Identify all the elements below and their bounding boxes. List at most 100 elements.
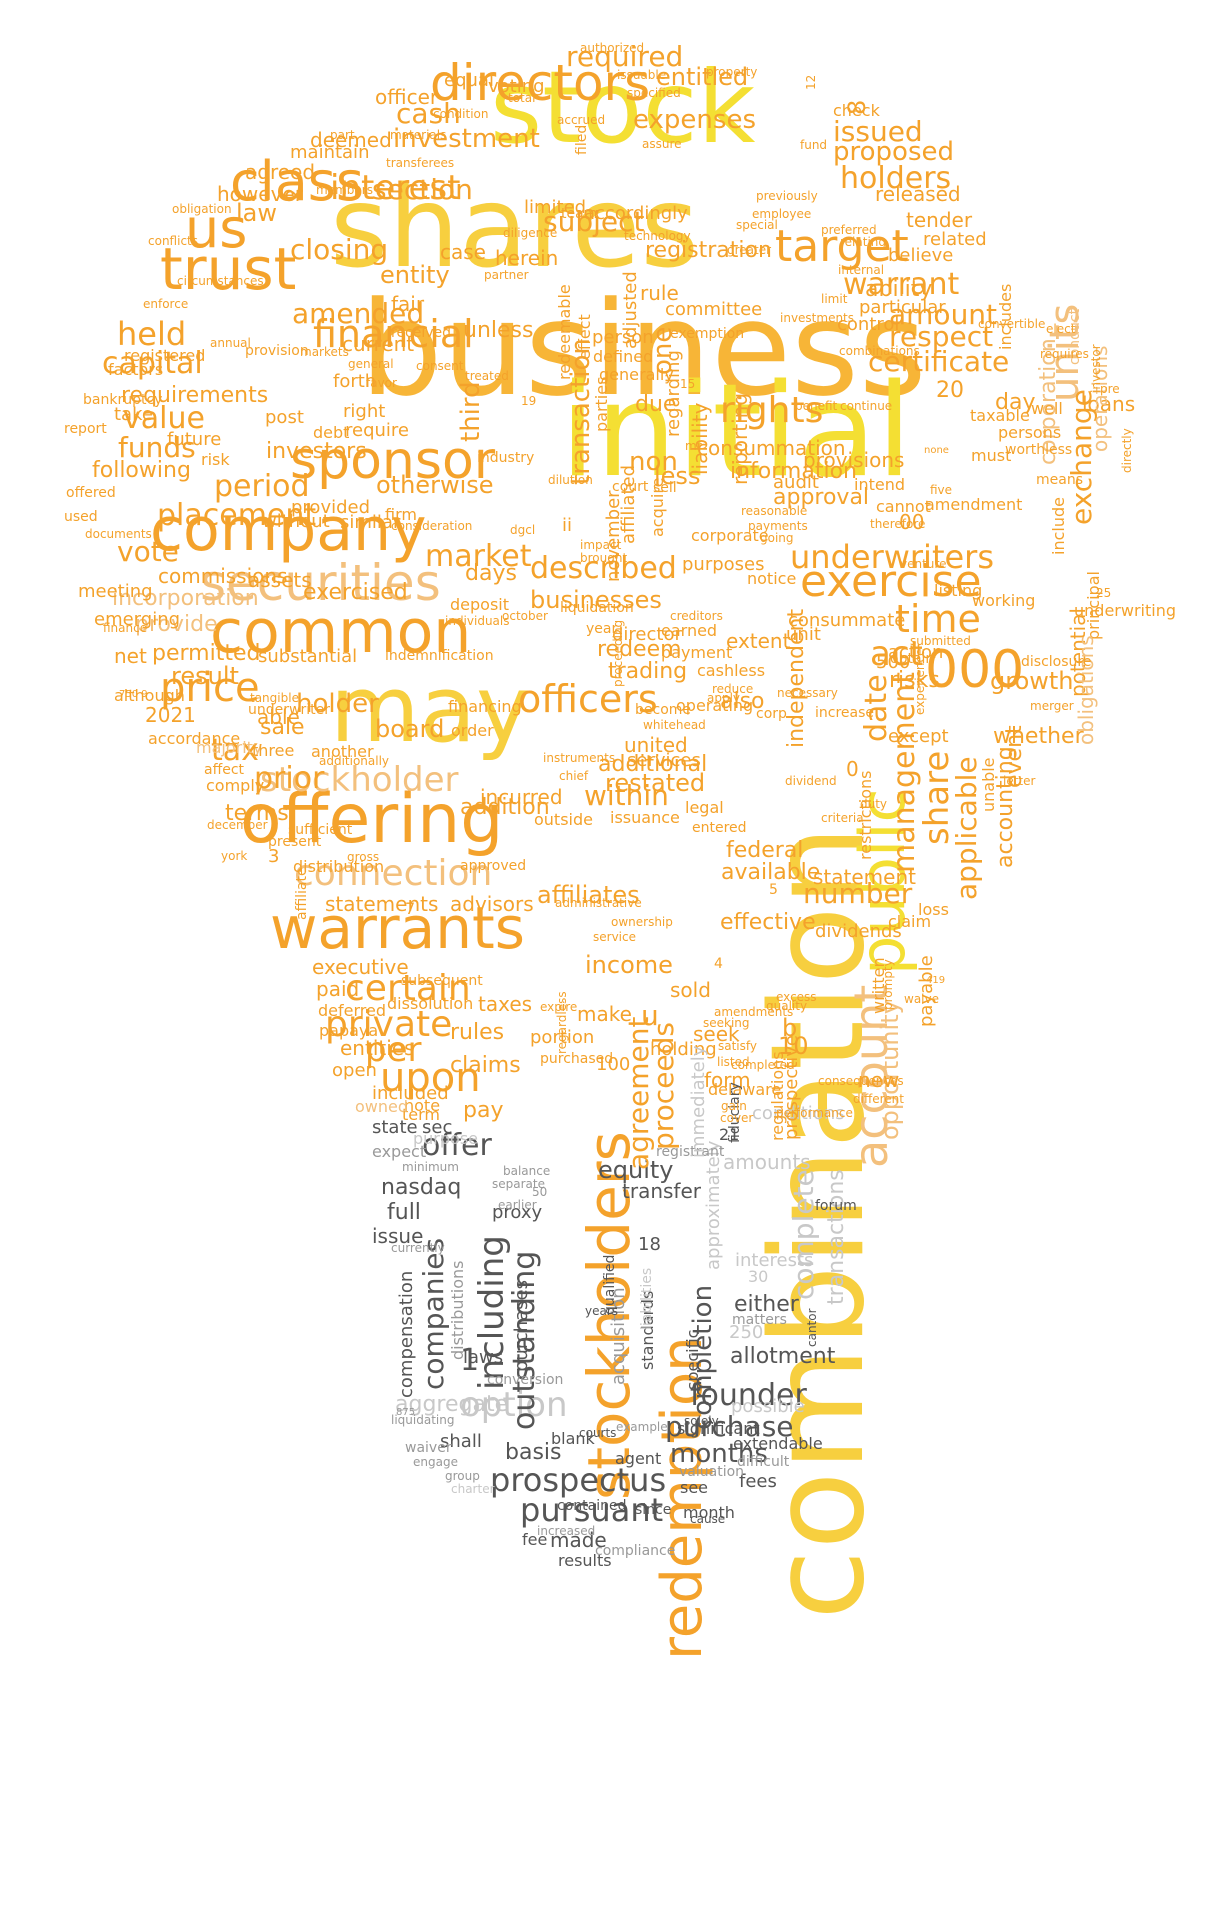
word-1: 1 xyxy=(460,1343,480,1378)
word-initial: initial xyxy=(560,356,912,506)
word-00: 00 xyxy=(899,510,925,534)
word-waive: waive xyxy=(904,992,939,1007)
word-charter: charter xyxy=(451,1482,495,1497)
word-partner: partner xyxy=(484,268,529,283)
word-risk: risk xyxy=(201,450,230,470)
word-pay: pay xyxy=(463,1098,504,1124)
word-documents: documents xyxy=(85,527,152,542)
word-convertible: convertible xyxy=(978,317,1046,332)
word-accordance: accordance xyxy=(148,729,241,749)
word-laws: laws xyxy=(463,1346,504,1368)
word-deferred: deferred xyxy=(318,1001,386,1021)
word-taxes: taxes xyxy=(478,992,533,1016)
word-liquidation: liquidation xyxy=(560,599,634,616)
word-shares: shares xyxy=(330,163,699,294)
word-provision: provision xyxy=(245,342,309,359)
word-placement: placement xyxy=(157,498,317,533)
word-corp: corp xyxy=(756,705,787,722)
word-stock: stock xyxy=(490,49,756,166)
word-october: october xyxy=(502,609,548,624)
word-independent: independent xyxy=(784,608,809,748)
word-upon: upon xyxy=(380,1055,481,1101)
word-november: november xyxy=(603,490,624,582)
word-dividends: dividends xyxy=(815,920,902,942)
word-per: per xyxy=(365,1029,422,1070)
word-described: described xyxy=(530,551,677,586)
word-whitehead: whitehead xyxy=(643,718,706,733)
word-provided: provided xyxy=(291,496,371,518)
word-except: except xyxy=(888,725,949,747)
word-factors: factors xyxy=(108,360,164,380)
word-875: 875 xyxy=(396,1407,416,1418)
word-criteria: criteria xyxy=(821,811,864,826)
word-court: court xyxy=(612,478,649,495)
word-obligations: obligations xyxy=(1074,635,1098,745)
word-going: going xyxy=(760,531,794,546)
word-investment: investment xyxy=(393,124,540,155)
word-accrued: accrued xyxy=(557,113,606,128)
word-cover: cover xyxy=(720,1111,754,1126)
word-however: however xyxy=(217,182,303,206)
word-assure: assure xyxy=(642,137,682,152)
word-b: b xyxy=(782,1013,798,1042)
word-gain: gain xyxy=(721,1099,747,1114)
word-result: result xyxy=(171,661,239,690)
word-complete: complete xyxy=(787,1169,820,1300)
word-20: 20 xyxy=(936,378,964,404)
word-trust: trust xyxy=(160,234,297,303)
word-york: york xyxy=(221,849,248,864)
word-future: future xyxy=(167,428,222,450)
word-enforce: enforce xyxy=(143,297,189,312)
word-fund: fund xyxy=(800,138,828,153)
word-class: class xyxy=(230,149,365,213)
word-specified: specified xyxy=(627,86,681,101)
word-amendments: amendments xyxy=(714,1005,794,1020)
word-significant: significant xyxy=(677,1419,760,1439)
word-000: 000 xyxy=(925,640,1025,701)
word-case: case xyxy=(440,240,486,264)
word-terms: terms xyxy=(225,801,289,827)
word-substantial: substantial xyxy=(258,645,358,667)
word-us: us xyxy=(185,196,248,260)
word-instruments: instruments xyxy=(543,751,616,766)
word-specific: specific xyxy=(683,1329,702,1390)
word-unless: unless xyxy=(463,318,534,344)
word-time: time xyxy=(895,596,981,641)
word-underwriter: underwriter xyxy=(248,701,330,718)
word-amount: amount xyxy=(889,297,998,331)
word-vote: vote xyxy=(117,534,179,568)
word-following: following xyxy=(92,458,191,484)
word-performance: performance xyxy=(776,1106,853,1121)
word-private: private xyxy=(325,1004,453,1046)
word-additionally: additionally xyxy=(319,754,390,769)
word-information: information xyxy=(730,459,857,485)
word-amounts: amounts xyxy=(723,1150,811,1174)
word-total: total xyxy=(508,91,536,106)
word-reporting: reporting xyxy=(728,392,752,485)
word-consequences: consequences xyxy=(818,1074,904,1089)
word-ability: ability xyxy=(865,277,933,303)
word-delaware: delaware xyxy=(708,1080,782,1100)
word-applicable: applicable xyxy=(950,756,983,900)
word-released: released xyxy=(875,182,961,206)
word-fee: fee xyxy=(522,1530,548,1550)
word-0: 0 xyxy=(846,757,859,781)
word-three: three xyxy=(252,741,295,761)
word-proxy: proxy xyxy=(492,1201,543,1223)
word-12: 12 xyxy=(804,74,818,90)
word-creditors: creditors xyxy=(670,609,723,624)
word-cannot: cannot xyxy=(876,497,931,517)
word-conversion: conversion xyxy=(487,1371,564,1388)
word-principal: principal xyxy=(1084,571,1103,640)
word-mr: mr xyxy=(685,439,702,454)
word-technology: technology xyxy=(624,229,691,244)
word-increased: increased xyxy=(537,1524,596,1539)
word-loss: loss xyxy=(918,900,949,920)
word-authorized: authorized xyxy=(580,41,645,56)
word-certificate: certificate xyxy=(868,344,1010,378)
word-materials: materials xyxy=(390,128,447,143)
word-affiliates: affiliates xyxy=(537,880,640,909)
word-requires: requires xyxy=(1040,347,1089,362)
word-form: form xyxy=(704,1068,751,1092)
word-impact: impact xyxy=(580,538,622,553)
